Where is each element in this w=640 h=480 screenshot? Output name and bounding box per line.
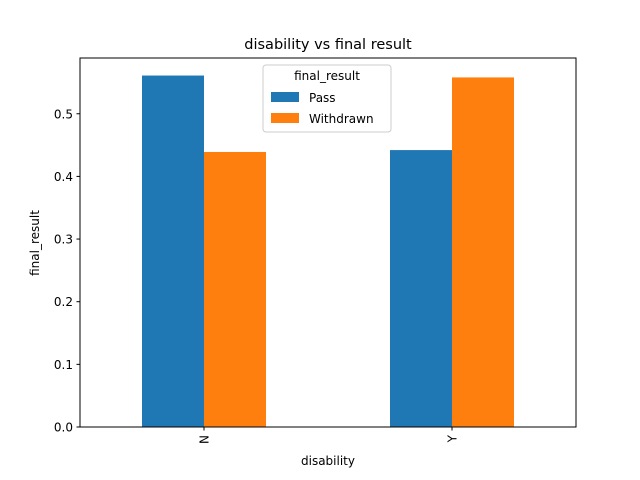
x-tick-label-y: Y bbox=[446, 434, 460, 443]
legend-title: final_result bbox=[294, 69, 360, 83]
y-tick-label: 0.1 bbox=[54, 358, 73, 372]
plot-frame bbox=[79, 57, 577, 428]
bar-pass-n bbox=[142, 75, 204, 427]
x-tick-label-n: N bbox=[198, 435, 212, 444]
y-axis-label: final_result bbox=[28, 210, 42, 276]
y-tick-label: 0.2 bbox=[54, 295, 73, 309]
chart-title: disability vs final result bbox=[244, 37, 412, 53]
bar-withdrawn-y bbox=[452, 77, 514, 428]
legend-label-withdrawn: Withdrawn bbox=[309, 112, 374, 126]
y-tick-label: 0.3 bbox=[54, 233, 73, 247]
bars-group bbox=[142, 75, 514, 428]
y-tick-label: 0.4 bbox=[54, 170, 73, 184]
y-axis: 0.0 0.1 0.2 0.3 0.4 0.5 bbox=[54, 107, 80, 435]
y-tick-label: 0.5 bbox=[54, 107, 73, 121]
bar-withdrawn-n bbox=[204, 151, 266, 427]
legend-label-pass: Pass bbox=[309, 91, 336, 105]
bar-pass-y bbox=[390, 150, 452, 427]
legend-swatch-withdrawn bbox=[271, 113, 299, 123]
legend-swatch-pass bbox=[271, 92, 299, 102]
legend: final_result Pass Withdrawn bbox=[262, 64, 392, 133]
y-tick-label: 0.0 bbox=[54, 421, 73, 435]
x-axis-label: disability bbox=[301, 454, 355, 468]
